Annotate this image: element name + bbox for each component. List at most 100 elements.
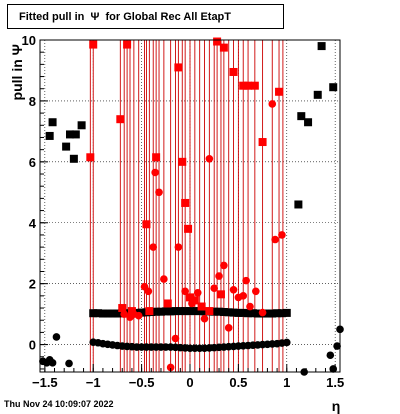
data-point-square: [62, 142, 71, 151]
data-point-circle: [205, 154, 214, 163]
data-point-square: [263, 309, 272, 318]
data-point-circle: [181, 287, 189, 296]
data-point-square: [313, 90, 322, 99]
data-point-circle: [282, 338, 291, 347]
data-point-circle: [224, 324, 233, 332]
data-point-square: [174, 63, 183, 72]
data-point-square: [304, 118, 313, 127]
data-point-circle: [210, 284, 218, 293]
data-point-square: [48, 118, 57, 127]
data-point-square: [219, 307, 228, 316]
data-point-square: [205, 307, 214, 316]
data-point-square: [190, 296, 199, 305]
data-point-square: [239, 308, 248, 317]
data-point-circle: [65, 359, 73, 368]
data-point-square: [200, 307, 209, 316]
x-tick-label: −1: [86, 375, 101, 390]
x-ticks: −1.5 −1 −0.5 0 0.5 1 1.5: [32, 364, 344, 390]
data-point-square: [98, 309, 107, 318]
data-point-square: [268, 309, 277, 318]
data-point-square: [71, 130, 80, 139]
data-point-circle: [166, 363, 175, 372]
x-tick-label: 1.5: [326, 375, 344, 390]
data-point-circle: [160, 275, 168, 283]
data-point-square: [113, 309, 122, 318]
data-point-square: [216, 290, 225, 299]
data-point-square: [178, 157, 187, 166]
data-point-square: [329, 83, 338, 92]
data-point-square: [229, 67, 238, 76]
data-point-square: [152, 153, 161, 162]
data-point-square: [210, 307, 219, 316]
y-tick-label: 8: [29, 94, 36, 109]
x-axis-label: η: [332, 398, 341, 414]
data-point-square: [108, 309, 117, 318]
data-point-square: [152, 307, 161, 316]
y-ticks: 0 2 4 6 8 10: [22, 33, 48, 370]
data-point-square: [215, 307, 224, 316]
data-point-square: [213, 37, 222, 46]
y-tick-label: 6: [29, 155, 36, 170]
data-point-square: [89, 40, 98, 49]
y-axis-label: pull in Ψ: [9, 44, 25, 100]
data-point-circle: [246, 302, 254, 311]
data-point-square: [250, 81, 259, 90]
data-point-square: [244, 309, 253, 318]
data-markers: [39, 37, 344, 376]
data-point-square: [219, 43, 228, 52]
data-point-square: [317, 42, 326, 51]
data-point-square: [94, 309, 103, 318]
data-point-square: [186, 293, 194, 302]
data-point-square: [229, 308, 238, 317]
data-point-square: [156, 307, 165, 316]
data-point-square: [224, 308, 233, 317]
data-point-square: [45, 131, 54, 140]
data-point-circle: [242, 276, 250, 285]
data-point-circle: [200, 314, 209, 323]
data-point-square: [116, 115, 125, 124]
data-point-circle: [268, 100, 277, 108]
data-point-square: [176, 307, 185, 316]
data-point-square: [171, 307, 180, 316]
data-point-square: [234, 308, 243, 317]
x-tick-label: −0.5: [129, 375, 155, 390]
data-point-square: [77, 121, 86, 130]
y-tick-label: 2: [29, 277, 36, 292]
data-point-square: [66, 130, 74, 139]
chart-title: Fitted pull in Ψ for Global Rec All Etap…: [7, 4, 284, 29]
y-tick-label: 0: [29, 338, 36, 353]
y-tick-label: 10: [22, 33, 36, 48]
data-point-square: [275, 87, 284, 96]
data-point-square: [239, 81, 248, 90]
data-point-square: [86, 153, 95, 162]
data-point-square: [181, 307, 190, 316]
data-point-square: [69, 154, 78, 163]
data-point-circle: [326, 351, 335, 360]
data-point-square: [137, 308, 146, 317]
data-point-square: [277, 309, 286, 318]
data-point-circle: [52, 333, 61, 341]
data-point-square: [181, 198, 190, 207]
data-point-square: [195, 307, 204, 316]
data-point-square: [273, 309, 282, 318]
data-point-circle: [220, 261, 228, 270]
data-point-circle: [174, 243, 183, 251]
data-point-circle: [134, 311, 143, 320]
x-tick-label: 0: [186, 375, 193, 390]
data-point-square: [258, 138, 267, 147]
data-point-circle: [258, 308, 267, 317]
data-point-square: [89, 309, 98, 318]
data-point-square: [297, 112, 306, 121]
data-point-circle: [271, 235, 279, 244]
data-point-square: [118, 304, 127, 313]
data-point-square: [190, 307, 199, 316]
x-tick-label: −1.5: [32, 375, 58, 390]
data-point-circle: [149, 243, 158, 251]
data-point-square: [186, 307, 194, 316]
data-point-square: [294, 200, 303, 209]
data-point-square: [244, 81, 253, 90]
data-point-square: [248, 309, 257, 318]
data-point-circle: [188, 299, 196, 308]
data-point-circle: [171, 334, 180, 343]
